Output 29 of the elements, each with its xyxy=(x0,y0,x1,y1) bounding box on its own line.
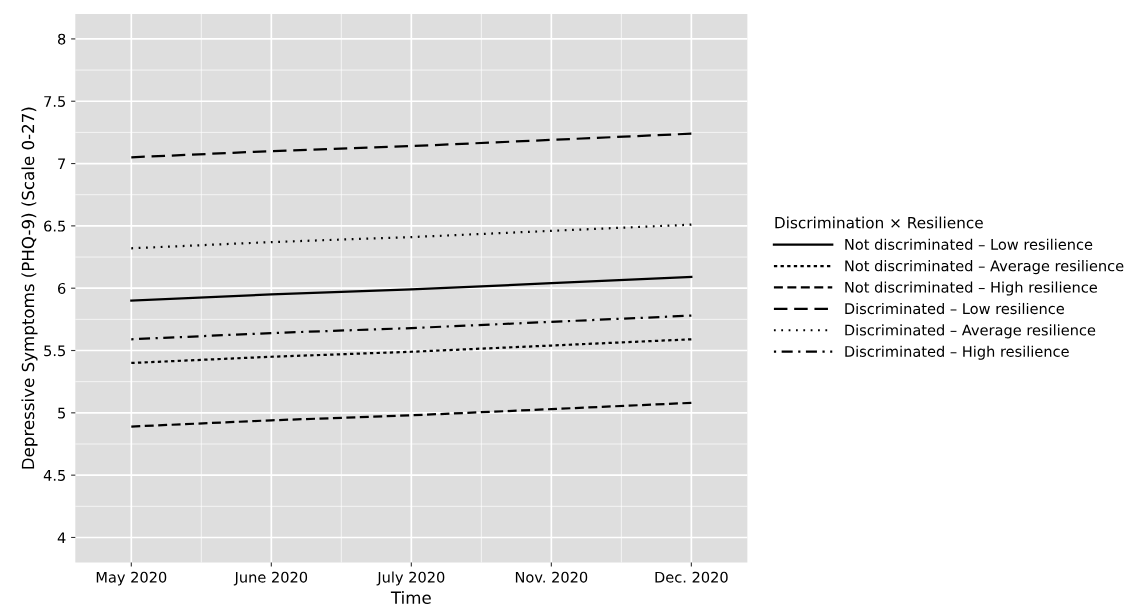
line-series xyxy=(130,338,693,365)
x-tick-label: May 2020 xyxy=(96,571,167,586)
y-tick-label: 5 xyxy=(58,407,65,419)
y-axis-title: Depressive Symptoms (PHQ-9) (Scale 0-27) xyxy=(21,107,38,469)
legend-title: Discrimination × Resilience xyxy=(775,216,983,229)
x-tick-label: July 2020 xyxy=(376,571,445,586)
line-series xyxy=(130,132,693,159)
y-tick-label: 4 xyxy=(57,532,66,544)
line-series xyxy=(130,314,693,341)
line-series xyxy=(130,275,693,302)
legend-label: Discriminated – Low resilience xyxy=(845,302,1064,315)
y-tick-label: 8 xyxy=(57,33,66,45)
legend-label: Not discriminated – Average resilience xyxy=(845,260,1124,275)
y-tick-label: 6.5 xyxy=(44,220,66,232)
x-tick-label: Nov. 2020 xyxy=(515,571,588,583)
y-tick-label: 7.5 xyxy=(44,96,66,107)
legend-label: Discriminated – High resilience xyxy=(845,345,1069,360)
x-axis-title: Time xyxy=(390,591,431,604)
line-series xyxy=(130,223,693,250)
x-tick-label: June 2020 xyxy=(233,571,308,586)
line-series xyxy=(130,401,693,428)
y-tick-label: 5.5 xyxy=(44,345,66,357)
legend-label: Discriminated – Average resilience xyxy=(845,324,1096,339)
x-tick-label: Dec. 2020 xyxy=(655,571,728,583)
y-tick-label: 6 xyxy=(58,282,66,294)
y-tick-label: 7 xyxy=(58,158,66,170)
legend-label: Not discriminated – High resilience xyxy=(845,281,1097,296)
legend-label: Not discriminated – Low resilience xyxy=(845,238,1093,250)
y-tick-label: 4.5 xyxy=(43,470,66,481)
